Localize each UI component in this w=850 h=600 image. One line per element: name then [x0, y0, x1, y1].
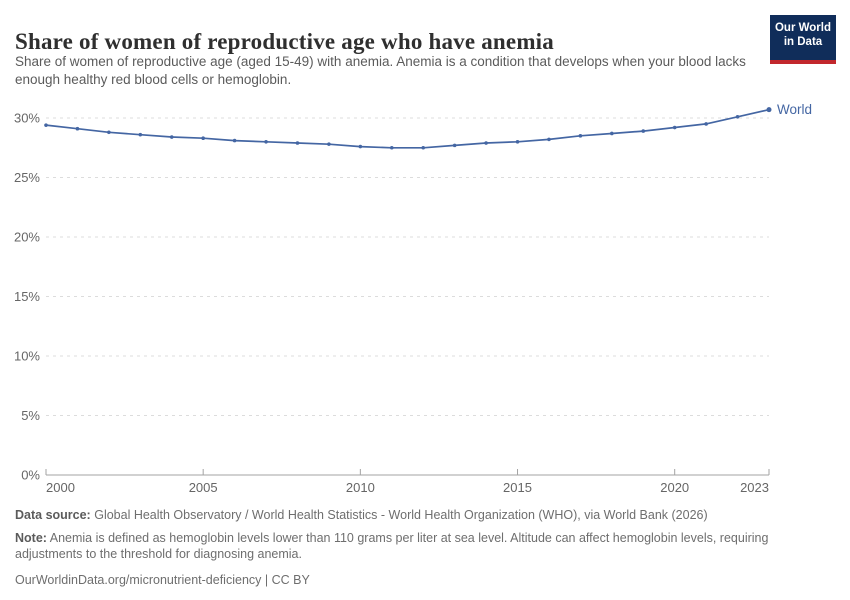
- data-point: [547, 137, 551, 142]
- y-tick-label: 15%: [14, 289, 40, 304]
- data-point: [169, 135, 174, 139]
- x-tick-label: 2005: [189, 480, 218, 495]
- data-point: [452, 143, 457, 148]
- x-tick-label: 2000: [46, 480, 75, 495]
- data-point: [735, 115, 740, 119]
- y-tick-label: 30%: [14, 111, 40, 126]
- chart-subtitle: Share of women of reproductive age (aged…: [15, 54, 746, 87]
- data-point: [484, 141, 488, 145]
- trend-line: [45, 108, 770, 149]
- series-end-label: World: [777, 102, 812, 117]
- y-tick-label: 25%: [14, 170, 40, 185]
- data-point: [704, 122, 708, 126]
- data-point: [327, 142, 331, 146]
- data-source-line: Data source: Global Health Observatory /…: [15, 507, 837, 524]
- data-point: [610, 131, 614, 136]
- data-point: [672, 125, 677, 130]
- note-text: Anemia is defined as hemoglobin levels l…: [15, 530, 769, 562]
- data-point: [641, 129, 646, 133]
- data-point: [138, 132, 143, 137]
- data-point: [264, 140, 268, 144]
- data-point: [107, 130, 111, 135]
- footer: Data source: Global Health Observatory /…: [15, 507, 837, 594]
- data-point: [578, 134, 583, 138]
- y-tick-label: 20%: [14, 230, 40, 245]
- data-point: [232, 138, 237, 143]
- y-tick-label: 5%: [21, 408, 40, 423]
- data-source-label: Data source:: [15, 508, 91, 522]
- data-point: [358, 144, 363, 149]
- note-line: Note: Anemia is defined as hemoglobin le…: [15, 530, 837, 563]
- data-point: [44, 123, 48, 127]
- note-label: Note:: [15, 530, 47, 545]
- x-tick-label: 2023: [740, 480, 769, 495]
- data-source-text: Global Health Observatory / World Health…: [94, 508, 708, 522]
- data-point: [75, 126, 80, 131]
- x-tick-label: 2020: [660, 480, 689, 495]
- y-tick-label: 0%: [21, 468, 40, 483]
- owid-logo-line2: in Data: [783, 36, 823, 49]
- x-tick-label: 2015: [503, 480, 532, 495]
- owid-logo: Our World in Data: [770, 15, 836, 64]
- plot-area[interactable]: [46, 100, 769, 475]
- chart-title: Share of women of reproductive age who h…: [15, 29, 554, 55]
- data-point: [421, 145, 426, 150]
- y-tick-label: 10%: [14, 349, 40, 364]
- data-point: [389, 145, 394, 150]
- citation: OurWorldinData.org/micronutrient-deficie…: [15, 572, 310, 587]
- owid-logo-line1: Our World: [774, 22, 831, 34]
- data-point: [295, 141, 300, 145]
- x-tick-label: 2010: [346, 480, 375, 495]
- data-point: [515, 140, 520, 144]
- data-point: [201, 136, 205, 141]
- data-point: [766, 107, 772, 113]
